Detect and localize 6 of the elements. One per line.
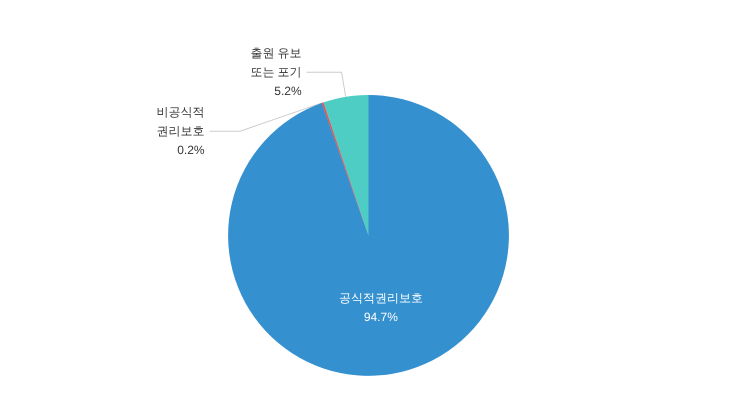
data-label: 5.2% [274,84,302,98]
data-label: 94.7% [364,310,398,324]
data-label: 0.2% [177,143,205,158]
slice-label: 비공식적 권리보호 [156,105,205,138]
slice-label: 공식적권리보호 [338,291,423,306]
slice-label: 출원 유보 또는 포기 [250,46,302,80]
